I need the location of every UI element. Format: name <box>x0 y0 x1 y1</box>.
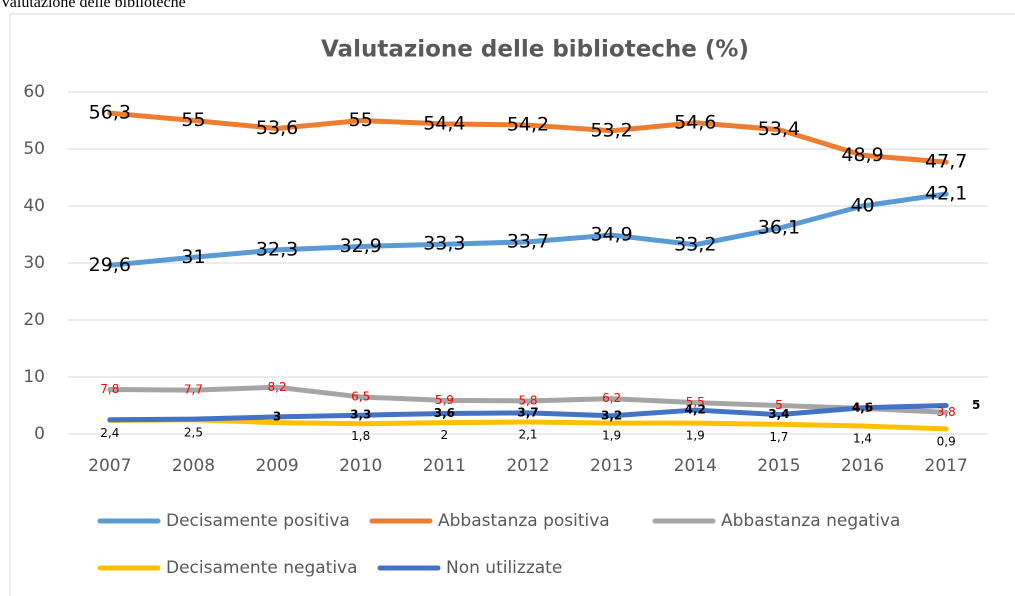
x-tick-label: 2009 <box>255 456 298 476</box>
data-label: 53,6 <box>256 117 298 139</box>
data-label: 1,4 <box>853 432 872 446</box>
legend-label: Non utilizzate <box>446 558 562 578</box>
data-label: 32,9 <box>340 235 382 257</box>
data-label: 5 <box>972 398 980 412</box>
data-label: 8,2 <box>268 380 287 394</box>
data-label: 42,1 <box>925 183 967 205</box>
data-label: 7,7 <box>184 383 203 397</box>
legend-label: Abbastanza positiva <box>438 511 610 531</box>
data-label: 2,1 <box>518 428 537 442</box>
x-tick-label: 2017 <box>925 456 968 476</box>
data-label: 54,4 <box>423 112 465 134</box>
data-label: 7,8 <box>100 382 119 396</box>
data-label: 29,6 <box>89 254 131 276</box>
x-tick-label: 2015 <box>757 456 800 476</box>
data-label: 1,9 <box>686 429 705 443</box>
data-label: 5,5 <box>686 395 705 409</box>
chart-title: Valutazione delle biblioteche (%) <box>321 37 749 63</box>
data-label: 48,9 <box>841 144 883 166</box>
y-tick-label: 40 <box>23 196 45 216</box>
data-label: 3,8 <box>937 405 956 419</box>
data-label: 2 <box>441 428 449 442</box>
y-tick-label: 60 <box>23 82 45 102</box>
caption: Valutazione delle biblioteche <box>0 0 186 11</box>
data-label: 3,4 <box>768 407 789 421</box>
data-label: 6,5 <box>351 389 370 403</box>
x-tick-label: 2010 <box>339 456 382 476</box>
legend-label: Decisamente negativa <box>166 558 358 578</box>
x-tick-label: 2014 <box>674 456 717 476</box>
data-label: 3 <box>273 409 281 423</box>
x-tick-label: 2016 <box>841 456 884 476</box>
x-tick-label: 2008 <box>172 456 215 476</box>
data-label: 4,2 <box>685 403 706 417</box>
data-label: 33,2 <box>674 233 716 255</box>
data-label: 32,3 <box>256 238 298 260</box>
data-label: 54,2 <box>507 114 549 136</box>
x-tick-label: 2013 <box>590 456 633 476</box>
y-tick-label: 0 <box>34 424 45 444</box>
data-label: 53,2 <box>590 119 632 141</box>
series-line <box>107 417 949 432</box>
series-line <box>107 110 949 165</box>
data-label: 0,9 <box>937 434 956 448</box>
data-label: 36,1 <box>758 217 800 239</box>
data-label: 31 <box>181 246 205 268</box>
y-tick-label: 30 <box>23 253 45 273</box>
data-label: 5,8 <box>518 393 537 407</box>
series-line <box>107 384 949 415</box>
data-label: 56,3 <box>89 102 131 124</box>
data-label: 54,6 <box>674 111 716 133</box>
x-tick-label: 2012 <box>506 456 549 476</box>
data-label: 4,5 <box>853 401 872 415</box>
data-label: 6,2 <box>602 391 621 405</box>
data-label: 3,6 <box>434 406 455 420</box>
data-label: 33,3 <box>423 233 465 255</box>
data-label: 2,4 <box>100 426 119 440</box>
data-label: 4,6 <box>852 400 873 414</box>
data-label: 1,9 <box>602 429 621 443</box>
data-label: 33,7 <box>507 230 549 252</box>
series-line <box>107 403 949 423</box>
data-label: 1,8 <box>351 429 370 443</box>
data-label: 34,9 <box>590 224 632 246</box>
y-tick-label: 10 <box>23 367 45 387</box>
data-label: 5,9 <box>435 393 454 407</box>
data-label: 3,7 <box>517 405 538 419</box>
x-tick-label: 2007 <box>88 456 131 476</box>
data-label: 55 <box>181 109 205 131</box>
chart-frame <box>9 13 1015 596</box>
data-label: 55 <box>349 109 373 131</box>
data-label: 47,7 <box>925 151 967 173</box>
y-tick-label: 20 <box>23 310 45 330</box>
data-label: 3,2 <box>601 408 622 422</box>
data-label: 40 <box>850 195 874 217</box>
legend-label: Decisamente positiva <box>166 511 350 531</box>
data-label: 5 <box>775 398 783 412</box>
series-line <box>107 191 949 268</box>
data-label: 3,3 <box>350 408 371 422</box>
x-tick-label: 2011 <box>423 456 466 476</box>
legend-label: Abbastanza negativa <box>721 511 900 531</box>
y-tick-label: 50 <box>23 139 45 159</box>
data-label: 1,7 <box>769 430 788 444</box>
data-label: 53,4 <box>758 118 800 140</box>
data-label: 2,5 <box>184 425 203 439</box>
